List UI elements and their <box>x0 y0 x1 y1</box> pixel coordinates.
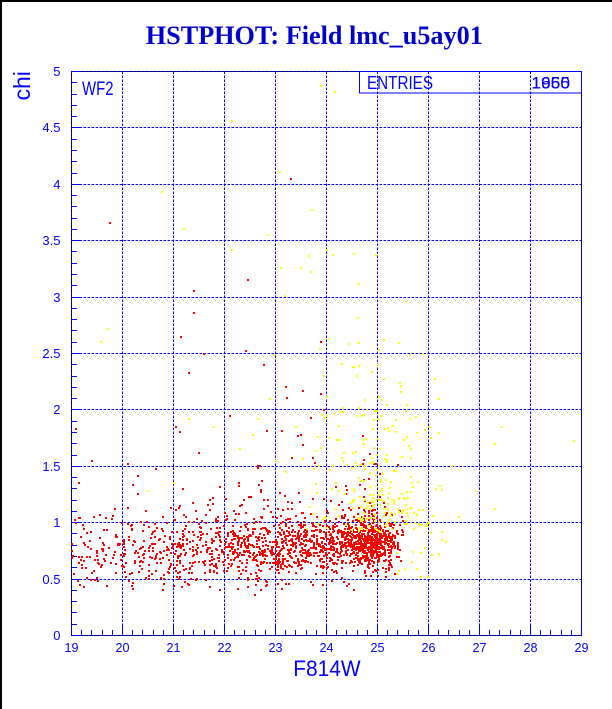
svg-text:27: 27 <box>473 640 487 655</box>
svg-text:3.5: 3.5 <box>42 233 60 248</box>
svg-text:20: 20 <box>116 640 130 655</box>
svg-text:WF2: WF2 <box>82 79 114 100</box>
svg-text:F814W: F814W <box>293 656 361 681</box>
svg-text:22: 22 <box>218 640 232 655</box>
svg-text:1: 1 <box>53 515 60 530</box>
svg-text:ENTRIES: ENTRIES <box>367 73 433 93</box>
svg-text:HSTPHOT: Field lmc_u5ay01: HSTPHOT: Field lmc_u5ay01 <box>146 21 483 50</box>
svg-text:1960: 1960 <box>531 73 570 92</box>
svg-text:25: 25 <box>371 640 385 655</box>
svg-text:26: 26 <box>422 640 436 655</box>
svg-text:0: 0 <box>53 628 60 643</box>
svg-text:0.5: 0.5 <box>42 572 60 587</box>
svg-text:24: 24 <box>320 640 334 655</box>
svg-text:1.5: 1.5 <box>42 459 60 474</box>
svg-text:5: 5 <box>53 64 60 79</box>
svg-text:2.5: 2.5 <box>42 346 60 361</box>
svg-text:4: 4 <box>53 177 60 192</box>
svg-text:21: 21 <box>167 640 181 655</box>
svg-text:2: 2 <box>53 402 60 417</box>
svg-text:3: 3 <box>53 290 60 305</box>
svg-text:19: 19 <box>65 640 79 655</box>
svg-text:28: 28 <box>524 640 538 655</box>
svg-text:23: 23 <box>269 640 283 655</box>
svg-text:29: 29 <box>575 640 589 655</box>
svg-text:4.5: 4.5 <box>42 120 60 135</box>
svg-text:1655: 1655 <box>531 73 570 92</box>
svg-text:chi: chi <box>9 71 35 100</box>
